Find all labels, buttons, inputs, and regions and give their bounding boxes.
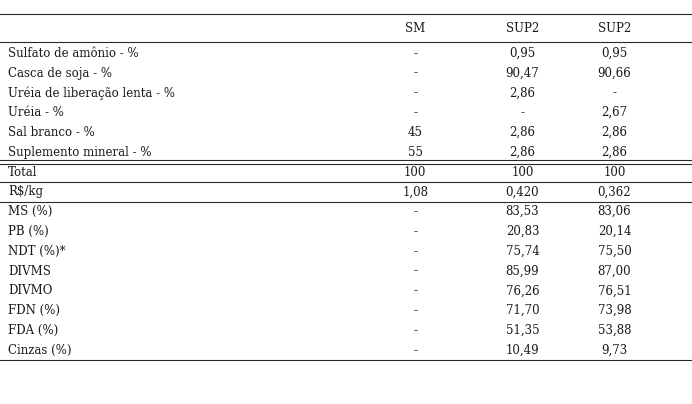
Text: -: -	[413, 284, 417, 297]
Text: PB (%): PB (%)	[8, 225, 49, 238]
Text: 0,362: 0,362	[598, 185, 631, 198]
Text: 73,98: 73,98	[598, 304, 631, 317]
Text: 87,00: 87,00	[598, 265, 631, 278]
Text: -: -	[413, 225, 417, 238]
Text: MS (%): MS (%)	[8, 205, 53, 218]
Text: Casca de soja - %: Casca de soja - %	[8, 67, 112, 80]
Text: Total: Total	[8, 166, 38, 179]
Text: 100: 100	[404, 166, 426, 179]
Text: 90,47: 90,47	[506, 67, 539, 80]
Text: 53,88: 53,88	[598, 324, 631, 337]
Text: -: -	[413, 106, 417, 119]
Text: 9,73: 9,73	[601, 344, 628, 357]
Text: -: -	[612, 86, 617, 99]
Text: NDT (%)*: NDT (%)*	[8, 245, 66, 258]
Text: DIVMO: DIVMO	[8, 284, 53, 297]
Text: Uréia de liberação lenta - %: Uréia de liberação lenta - %	[8, 86, 175, 100]
Text: 71,70: 71,70	[506, 304, 539, 317]
Text: 55: 55	[408, 146, 423, 159]
Text: 2,86: 2,86	[509, 126, 536, 139]
Text: 45: 45	[408, 126, 423, 139]
Text: SUP2: SUP2	[506, 22, 539, 35]
Text: Cinzas (%): Cinzas (%)	[8, 344, 72, 357]
Text: Suplemento mineral - %: Suplemento mineral - %	[8, 146, 152, 159]
Text: 90,66: 90,66	[598, 67, 631, 80]
Text: 100: 100	[603, 166, 626, 179]
Text: -: -	[413, 67, 417, 80]
Text: DIVMS: DIVMS	[8, 265, 51, 278]
Text: -: -	[413, 245, 417, 258]
Text: -: -	[413, 205, 417, 218]
Text: 0,95: 0,95	[601, 47, 628, 60]
Text: 83,53: 83,53	[506, 205, 539, 218]
Text: 2,86: 2,86	[601, 146, 628, 159]
Text: 85,99: 85,99	[506, 265, 539, 278]
Text: 51,35: 51,35	[506, 324, 539, 337]
Text: 2,86: 2,86	[509, 86, 536, 99]
Text: Sal branco - %: Sal branco - %	[8, 126, 95, 139]
Text: SUP2: SUP2	[598, 22, 631, 35]
Text: 75,74: 75,74	[506, 245, 539, 258]
Text: -: -	[413, 86, 417, 99]
Text: 0,95: 0,95	[509, 47, 536, 60]
Text: 2,86: 2,86	[601, 126, 628, 139]
Text: 1,08: 1,08	[402, 185, 428, 198]
Text: -: -	[520, 106, 525, 119]
Text: 83,06: 83,06	[598, 205, 631, 218]
Text: 75,50: 75,50	[598, 245, 631, 258]
Text: -: -	[413, 304, 417, 317]
Text: R$/kg: R$/kg	[8, 185, 44, 198]
Text: 0,420: 0,420	[506, 185, 539, 198]
Text: Sulfato de amônio - %: Sulfato de amônio - %	[8, 47, 139, 60]
Text: Uréia - %: Uréia - %	[8, 106, 64, 119]
Text: 10,49: 10,49	[506, 344, 539, 357]
Text: 76,26: 76,26	[506, 284, 539, 297]
Text: -: -	[413, 344, 417, 357]
Text: -: -	[413, 265, 417, 278]
Text: -: -	[413, 324, 417, 337]
Text: SM: SM	[405, 22, 426, 35]
Text: FDN (%): FDN (%)	[8, 304, 60, 317]
Text: 2,86: 2,86	[509, 146, 536, 159]
Text: 20,83: 20,83	[506, 225, 539, 238]
Text: FDA (%): FDA (%)	[8, 324, 59, 337]
Text: 100: 100	[511, 166, 534, 179]
Text: -: -	[413, 47, 417, 60]
Text: 2,67: 2,67	[601, 106, 628, 119]
Text: 76,51: 76,51	[598, 284, 631, 297]
Text: 20,14: 20,14	[598, 225, 631, 238]
